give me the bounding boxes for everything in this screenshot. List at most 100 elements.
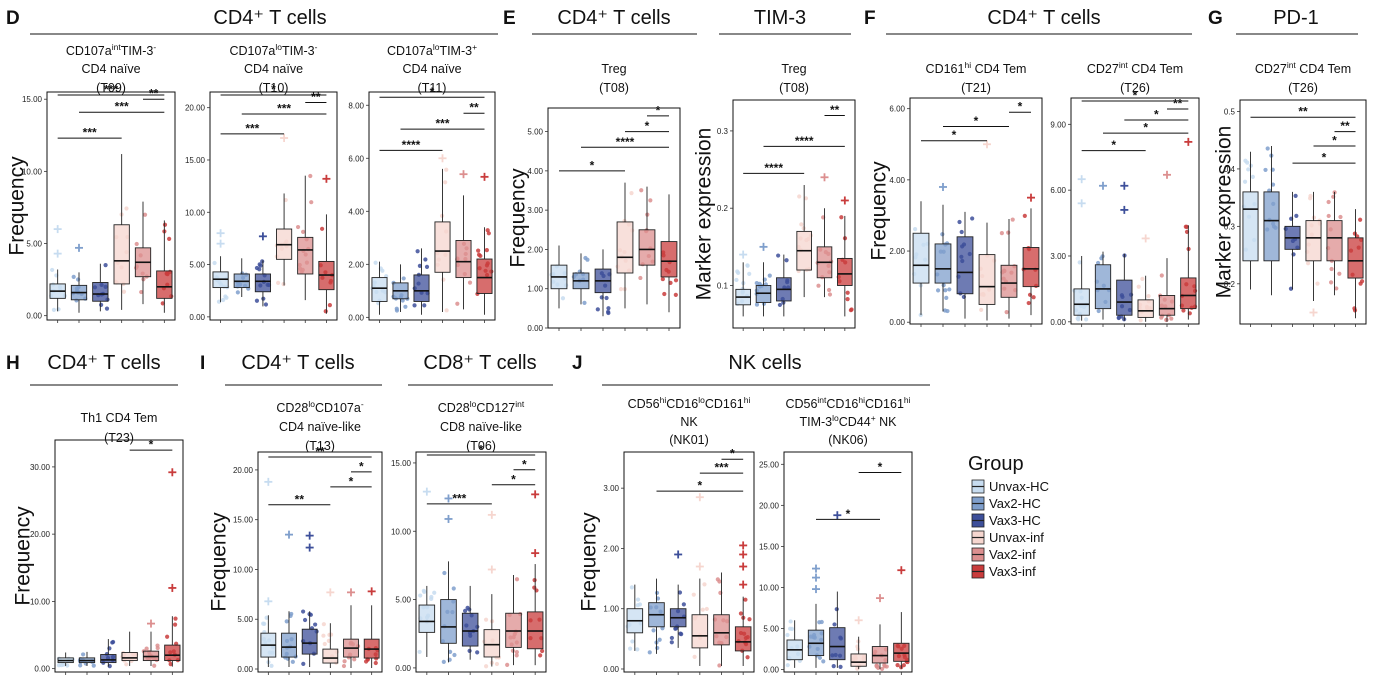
data-point xyxy=(1250,174,1255,179)
box-T26-freq-Vax2-HC xyxy=(1094,181,1112,320)
legend-label: Vax2-inf xyxy=(989,547,1036,562)
sig-label-T09-2: ** xyxy=(149,87,159,101)
data-point xyxy=(1352,308,1358,313)
data-point xyxy=(1010,217,1015,222)
data-point xyxy=(935,288,941,293)
box-T23-Vax2-HC xyxy=(77,651,96,668)
outlier-mark xyxy=(367,587,376,596)
outlier-mark xyxy=(305,531,314,540)
data-point xyxy=(514,577,520,582)
outlier-mark xyxy=(258,232,267,241)
sig-label-T26-freq-3: ** xyxy=(1173,96,1183,110)
sig-label-T26-freq-0: * xyxy=(1111,138,1116,152)
data-point xyxy=(1075,316,1080,321)
box-NK01-Vax2-inf xyxy=(712,572,730,668)
panel-title-T09-line0: CD107aintTIM-3- xyxy=(66,42,157,58)
sig-label-T10-2: ** xyxy=(311,90,321,104)
data-point xyxy=(628,646,633,651)
sig-label-T21-2: * xyxy=(1018,100,1023,114)
outlier-mark xyxy=(1077,175,1086,184)
sig-label-T08-marker-0: **** xyxy=(764,161,783,175)
box-T11-Vax2-inf xyxy=(455,170,473,310)
sig-label-T08-marker-2: ** xyxy=(830,103,840,117)
y-tick-label-T06-1: 5.00 xyxy=(395,596,411,605)
y-tick-label-NK01-1: 1.00 xyxy=(603,605,619,614)
data-point xyxy=(781,300,786,305)
data-point xyxy=(319,226,325,231)
box-body xyxy=(100,654,117,664)
data-point xyxy=(309,200,314,205)
y-tick-label-T06-3: 15.00 xyxy=(391,459,412,468)
data-point xyxy=(913,227,918,232)
data-point xyxy=(78,663,83,668)
panel-T09: CD107aintTIM-3-CD4 naïve(T09)Frequency0.… xyxy=(5,42,176,323)
data-point xyxy=(789,626,795,631)
outlier-mark xyxy=(280,134,289,143)
outlier-mark xyxy=(1099,181,1107,190)
data-point xyxy=(1293,193,1298,198)
data-point xyxy=(1027,292,1033,297)
data-point xyxy=(260,259,265,264)
box-T08-marker-Unvax-HC xyxy=(734,250,752,317)
data-point xyxy=(417,263,422,268)
y-axis-label-T09: Frequency xyxy=(5,156,28,256)
panel-title-T09-line1: CD4 naïve xyxy=(81,62,140,76)
panel-title-T06-line1: CD8 naïve-like xyxy=(440,420,522,434)
data-point xyxy=(510,648,516,653)
outlier-mark xyxy=(322,174,331,183)
data-point xyxy=(165,634,170,639)
box-body xyxy=(455,240,472,279)
box-body xyxy=(871,646,889,664)
data-point xyxy=(142,212,148,217)
data-point xyxy=(669,640,674,645)
data-point xyxy=(484,248,489,253)
y-tick-label-T26-marker-3: 0.5 xyxy=(1224,107,1236,116)
y-tick-label-T10-1: 5.00 xyxy=(189,261,205,270)
plot-frame-T09 xyxy=(46,91,176,321)
y-tick-label-T10-4: 20.00 xyxy=(185,104,206,113)
panel-label-D: D xyxy=(6,8,20,29)
box-body xyxy=(440,599,457,644)
data-point xyxy=(1159,315,1164,320)
data-point xyxy=(1181,308,1186,313)
box-T09-Unvax-HC xyxy=(49,225,67,312)
box-T08-marker-Unvax-inf xyxy=(796,185,813,298)
outlier-mark xyxy=(820,173,829,182)
data-point xyxy=(754,280,759,286)
sig-label-T26-freq-1: * xyxy=(1143,121,1148,135)
sig-label-NK06-0: * xyxy=(846,507,851,521)
y-tick-label-T13-2: 10.00 xyxy=(233,565,254,574)
sig-label-T06-3: * xyxy=(479,443,484,457)
y-axis-label-T26-marker: Marker expression xyxy=(1212,126,1235,299)
box-body xyxy=(461,612,479,647)
y-tick-label-T06-0: 0.00 xyxy=(395,664,411,673)
box-T26-freq-Vax3-inf xyxy=(1179,137,1198,320)
data-point xyxy=(679,631,684,637)
panel-title-NK06-line1: TIM-3loCD44+ NK xyxy=(799,413,897,429)
data-point xyxy=(155,645,160,651)
panel-title-T26-marker-line0: CD27int CD4 Tem xyxy=(1255,60,1351,76)
box-body xyxy=(837,257,853,286)
data-point xyxy=(216,299,222,304)
data-point xyxy=(884,664,889,669)
data-point xyxy=(261,621,266,626)
outlier-mark xyxy=(285,530,293,539)
box-T13-Vax3-HC xyxy=(301,531,319,668)
plot-frame-T26-freq xyxy=(1070,97,1200,325)
box-T26-freq-Vax3-HC xyxy=(1116,181,1134,322)
data-point xyxy=(692,654,697,660)
box-NK01-Vax3-inf xyxy=(734,541,752,666)
data-point xyxy=(444,308,449,313)
legend-item-Vax3-inf: Vax3-inf xyxy=(971,564,1036,579)
sig-label-T08-freq-2: * xyxy=(645,119,650,133)
outlier-mark xyxy=(487,510,496,519)
data-point xyxy=(1265,146,1270,151)
data-point xyxy=(99,302,104,307)
legend-label: Vax2-HC xyxy=(989,496,1041,511)
box-body xyxy=(281,632,297,658)
panel-title-T26-marker-line1: (T26) xyxy=(1288,81,1318,95)
data-point xyxy=(144,646,149,651)
data-point xyxy=(1315,281,1320,286)
data-point xyxy=(422,303,427,308)
outlier-mark xyxy=(147,619,155,628)
